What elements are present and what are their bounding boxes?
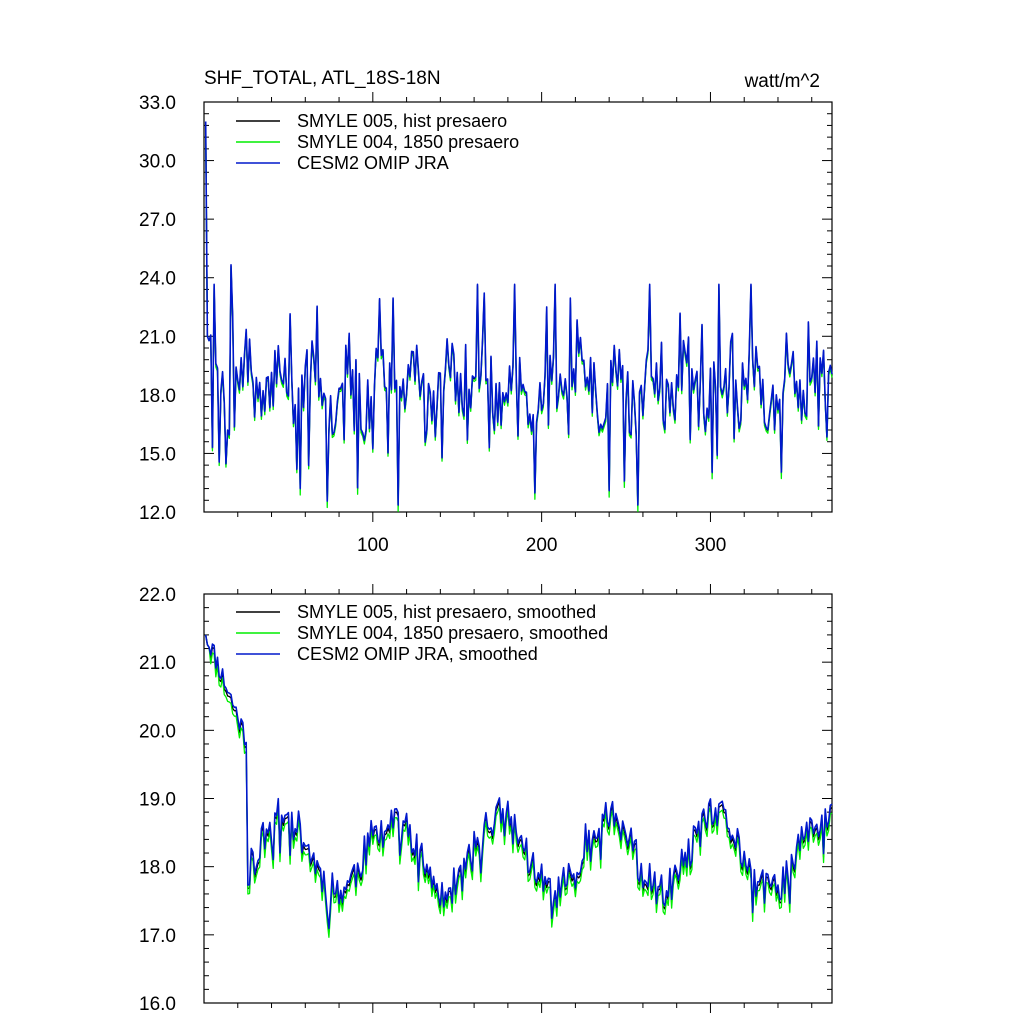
series-line bbox=[204, 121, 833, 506]
y-tick-label: 16.0 bbox=[139, 994, 176, 1015]
legend-label: CESM2 OMIP JRA bbox=[297, 153, 449, 173]
plot-frame bbox=[203, 101, 833, 513]
x-tick-label: 100 bbox=[357, 535, 389, 556]
y-tick-label: 17.0 bbox=[139, 926, 176, 947]
y-tick-label: 15.0 bbox=[139, 444, 176, 465]
y-tick-label: 33.0 bbox=[139, 93, 176, 114]
units-label: watt/m^2 bbox=[744, 71, 820, 92]
y-tick-label: 21.0 bbox=[139, 327, 176, 348]
y-tick-label: 22.0 bbox=[139, 585, 176, 606]
chart-title: SHF_TOTAL, ATL_18S-18N bbox=[204, 68, 441, 89]
y-tick-label: 24.0 bbox=[139, 269, 176, 290]
series-line bbox=[205, 634, 833, 933]
series-line bbox=[204, 634, 833, 930]
y-tick-label: 18.0 bbox=[139, 858, 176, 879]
legend-label: SMYLE 005, hist presaero, smoothed bbox=[297, 602, 596, 622]
y-tick-label: 21.0 bbox=[139, 653, 176, 674]
legend-label: SMYLE 005, hist presaero bbox=[297, 111, 507, 131]
y-tick-label: 27.0 bbox=[139, 210, 176, 231]
legend-label: CESM2 OMIP JRA, smoothed bbox=[297, 644, 538, 664]
top-panel: SHF_TOTAL, ATL_18S-18N watt/m^2 12.0 15.0… bbox=[139, 68, 833, 556]
y-tick-label: 18.0 bbox=[139, 386, 176, 407]
bottom-panel: 16.0 17.0 18.0 19.0 20.0 21.0 22.0 SMYLE 005, h… bbox=[139, 584, 833, 1015]
x-tick-label: 300 bbox=[695, 535, 727, 556]
y-tick-label: 19.0 bbox=[139, 790, 176, 811]
series-line bbox=[205, 634, 833, 938]
legend-label: SMYLE 004, 1850 presaero, smoothed bbox=[297, 623, 608, 643]
y-tick-label: 20.0 bbox=[139, 721, 176, 742]
y-tick-label: 30.0 bbox=[139, 152, 176, 173]
y-tick-label: 12.0 bbox=[139, 503, 176, 524]
legend-label: SMYLE 004, 1850 presaero bbox=[297, 132, 519, 152]
x-tick-label: 200 bbox=[526, 535, 558, 556]
